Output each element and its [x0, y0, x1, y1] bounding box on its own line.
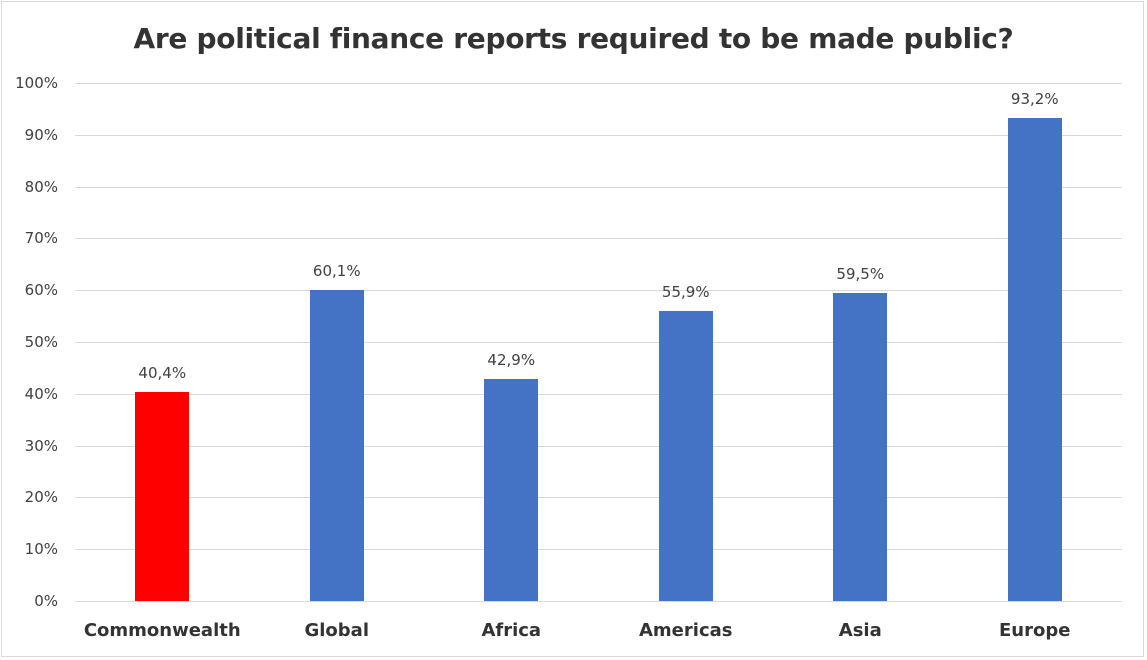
y-tick-label: 60%	[24, 281, 58, 300]
data-label: 59,5%	[836, 264, 885, 283]
x-tick-label: Asia	[838, 620, 882, 641]
bar-asia[interactable]	[833, 292, 888, 601]
y-tick-label: 10%	[24, 540, 58, 559]
data-label: 42,9%	[487, 350, 536, 369]
gridline	[75, 186, 1122, 188]
gridline	[75, 393, 1122, 395]
gridline	[75, 342, 1122, 343]
y-tick-label: 30%	[24, 436, 58, 455]
bar-americas[interactable]	[658, 311, 713, 601]
y-tick-label: 20%	[24, 488, 58, 507]
x-tick-label: Commonwealth	[83, 620, 241, 641]
y-tick-label: 100%	[15, 74, 58, 92]
gridline	[75, 445, 1122, 447]
data-label: 55,9%	[661, 283, 710, 302]
y-tick-label: 50%	[24, 333, 58, 351]
gridline	[75, 238, 1122, 240]
x-tick-label: Europe	[999, 620, 1071, 641]
gridline	[75, 549, 1122, 551]
x-tick-label: Africa	[481, 620, 542, 641]
y-tick-label: 70%	[24, 229, 58, 248]
gridline	[75, 601, 1122, 602]
x-tick-label: Americas	[639, 620, 733, 641]
data-label: 60,1%	[312, 261, 361, 280]
chart-title: Are political finance reports required t…	[133, 22, 1014, 55]
y-tick-label: 80%	[24, 177, 58, 196]
gridline	[75, 497, 1122, 499]
bar-europe[interactable]	[1007, 118, 1062, 601]
data-label: 40,4%	[138, 363, 187, 382]
bar-commonwealth[interactable]	[135, 391, 190, 601]
x-tick-label: Global	[304, 620, 369, 641]
bar-africa[interactable]	[484, 378, 539, 601]
gridline	[75, 290, 1122, 292]
data-label: 93,2%	[1010, 90, 1059, 109]
y-tick-label: 40%	[24, 384, 58, 403]
gridline	[75, 134, 1122, 136]
gridline	[75, 83, 1122, 84]
y-tick-label: 90%	[24, 125, 58, 144]
bar-global[interactable]	[309, 289, 364, 601]
y-tick-label: 0%	[34, 592, 58, 610]
